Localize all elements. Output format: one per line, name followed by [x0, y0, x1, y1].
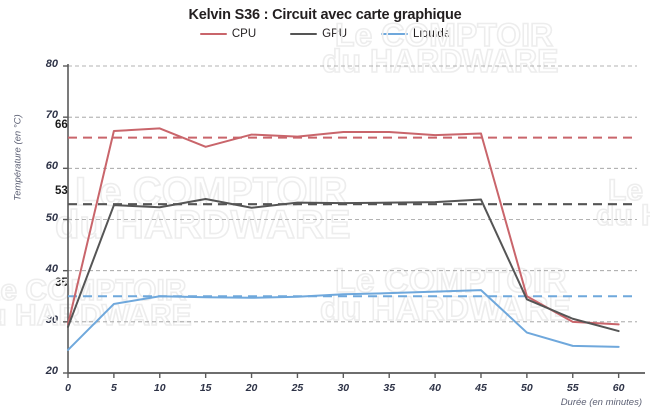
x-tick-label-15: 15 — [199, 382, 212, 394]
svg-text:Le COMPTOIR: Le COMPTOIR — [608, 174, 650, 207]
x-tick-label-25: 25 — [291, 382, 304, 394]
y-tick-label-60: 60 — [45, 160, 58, 173]
x-tick-label-5: 5 — [110, 382, 117, 394]
legend-item-liquide[interactable]: Liquide — [381, 28, 450, 40]
y-tick-label-40: 40 — [45, 262, 58, 275]
x-tick-label-20: 20 — [245, 382, 258, 394]
series-line-cpu — [67, 127, 620, 326]
svg-text:du HARDWARE: du HARDWARE — [0, 299, 192, 332]
y-tick-label-80: 80 — [45, 58, 58, 70]
x-tick-label-50: 50 — [521, 382, 533, 394]
series-line-liquide — [67, 289, 620, 351]
reference-value-66: 66 — [55, 118, 68, 131]
reference-value-53: 53 — [55, 185, 68, 198]
svg-text:du HARDWARE: du HARDWARE — [55, 203, 351, 247]
legend-label: CPU — [231, 28, 257, 40]
x-tick-label-60: 60 — [612, 382, 625, 394]
y-tick-label-50: 50 — [45, 211, 58, 224]
legend-swatch-icon — [199, 33, 227, 35]
legend-label: Liquide — [413, 28, 451, 40]
svg-text:Le COMPTOIR: Le COMPTOIR — [0, 274, 187, 307]
svg-text:Le COMPTOIR: Le COMPTOIR — [335, 17, 553, 53]
x-tick-label-0: 0 — [65, 382, 71, 394]
x-tick-label-55: 55 — [566, 382, 579, 394]
y-tick-label-20: 20 — [45, 365, 58, 377]
x-tick-label-40: 40 — [429, 382, 441, 394]
series-line-gpu — [67, 198, 620, 333]
legend-swatch-icon — [290, 33, 318, 35]
reference-value-35: 35 — [55, 277, 68, 290]
chart-legend: CPU GPU Liquide — [0, 28, 650, 40]
chart-title: Kelvin S36 : Circuit avec carte graphiqu… — [188, 7, 462, 23]
svg-text:Le COMPTOIR: Le COMPTOIR — [75, 170, 348, 214]
x-tick-label-10: 10 — [153, 382, 166, 394]
legend-item-gpu[interactable]: GPU — [290, 28, 347, 40]
x-axis-title: Durée (en minutes) — [560, 397, 642, 408]
legend-item-cpu[interactable]: CPU — [199, 28, 257, 40]
svg-text:du HARDWARE: du HARDWARE — [322, 43, 558, 79]
x-tick-label-45: 45 — [475, 382, 487, 394]
x-tick-label-30: 30 — [337, 382, 350, 394]
y-tick-label-70: 70 — [45, 109, 58, 122]
legend-swatch-icon — [381, 33, 409, 35]
x-tick-label-35: 35 — [383, 382, 396, 394]
legend-label: GPU — [322, 28, 348, 40]
svg-text:du HARDWARE: du HARDWARE — [596, 199, 650, 232]
y-tick-label-30: 30 — [45, 313, 58, 326]
